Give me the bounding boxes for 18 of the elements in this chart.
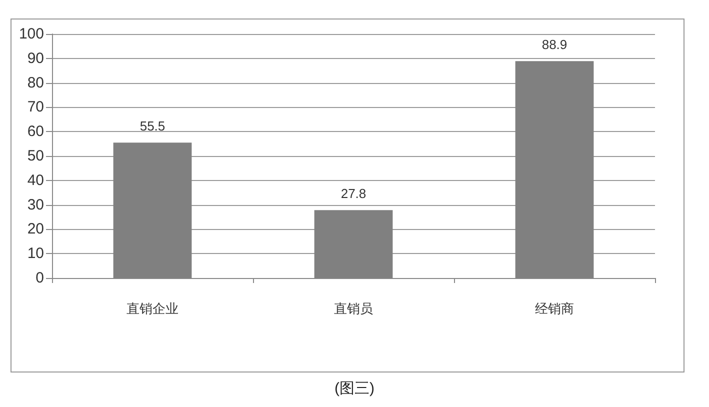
y-tick-label: 0 <box>36 270 44 286</box>
data-label: 55.5 <box>140 118 166 134</box>
y-tick-label: 70 <box>27 98 44 116</box>
y-tick-label: 60 <box>27 123 44 140</box>
text: (图三) <box>334 380 374 397</box>
x-tick-label: 直销员 <box>334 301 373 316</box>
x-tick-label: 经销商 <box>535 301 574 316</box>
y-tick-label: 100 <box>18 26 44 42</box>
y-tick-label: 90 <box>27 50 44 67</box>
y-tick-label: 20 <box>27 220 44 238</box>
y-tick-label: 80 <box>27 74 44 92</box>
y-tick-label: 10 <box>27 245 44 262</box>
y-tick-label: 30 <box>27 196 44 214</box>
data-label: 27.8 <box>340 186 366 202</box>
y-tick-label: 50 <box>27 148 44 164</box>
x-tick-label: 直销企业 <box>126 301 178 316</box>
y-tick-label: 40 <box>27 172 44 189</box>
data-label: 88.9 <box>542 37 568 52</box>
